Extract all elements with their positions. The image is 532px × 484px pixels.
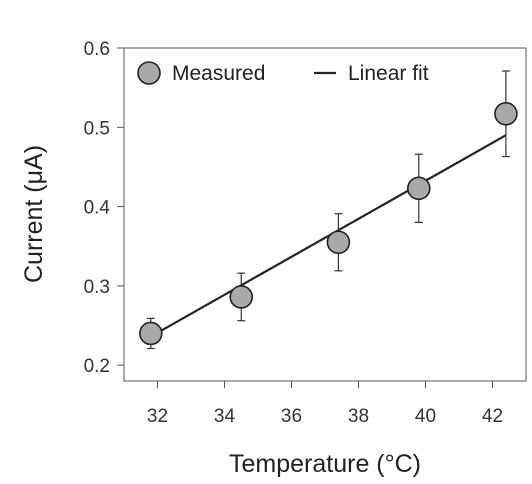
y-tick-label: 0.5 [84, 118, 110, 139]
legend-marker-measured [137, 61, 161, 85]
plot-frame [123, 47, 527, 382]
y-axis-label: Current (μA) [20, 145, 48, 283]
x-tick-label: 38 [348, 406, 369, 427]
y-tick-label: 0.2 [84, 356, 110, 377]
x-tick-label: 42 [482, 406, 503, 427]
series-layer [139, 70, 518, 350]
x-axis: 32 34 36 38 40 42 [147, 381, 503, 427]
legend-label-fit: Linear fit [348, 62, 429, 85]
x-axis-label: Temperature (°C) [229, 450, 421, 478]
y-tick-label: 0.4 [84, 198, 111, 219]
x-tick-label: 40 [415, 406, 436, 427]
legend: Measured Linear fit [137, 61, 429, 85]
data-point [494, 102, 518, 126]
data-point [139, 321, 163, 346]
data-point [406, 176, 431, 201]
legend-label-measured: Measured [172, 62, 265, 85]
data-point [326, 230, 351, 255]
y-tick-label: 0.3 [84, 277, 110, 298]
x-tick-label: 32 [147, 406, 168, 427]
x-tick-label: 34 [214, 406, 236, 427]
fit-line [150, 134, 507, 338]
y-tick-label: 0.6 [84, 39, 110, 60]
data-point [229, 285, 254, 309]
x-tick-label: 36 [281, 406, 302, 427]
y-axis: 0.2 0.3 0.4 0.5 0.6 [84, 39, 124, 377]
